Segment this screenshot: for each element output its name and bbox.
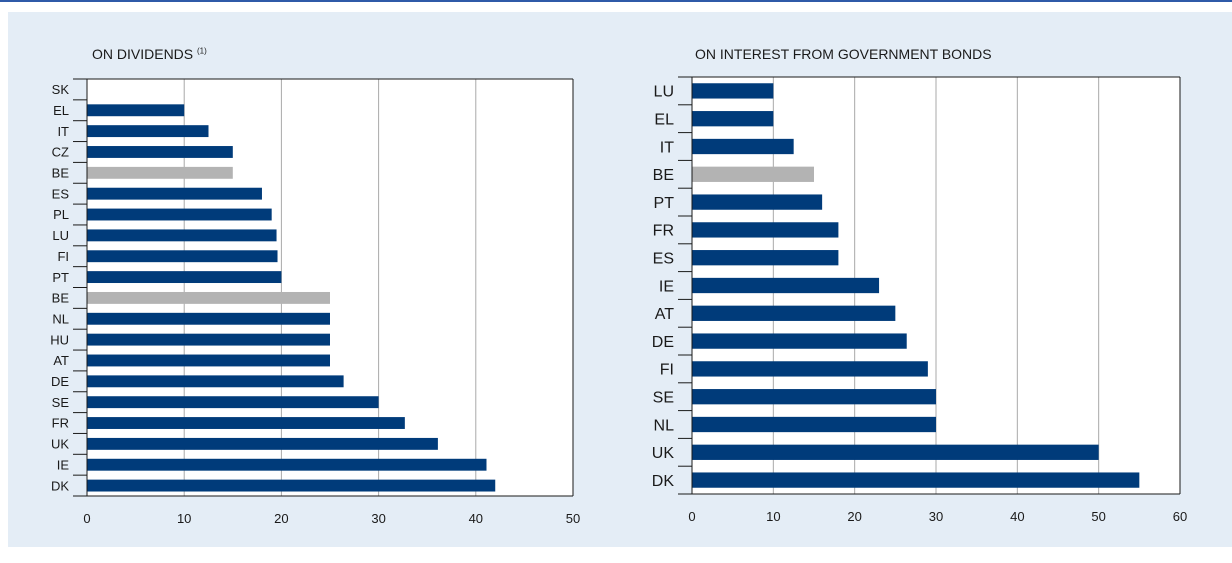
bonds-x-tick-label: 40 bbox=[1010, 509, 1024, 524]
dividends-category-label: DK bbox=[51, 478, 69, 493]
bonds-x-tick-label: 50 bbox=[1091, 509, 1105, 524]
dividends-bar-dk bbox=[87, 479, 496, 492]
dividends-bar-be bbox=[87, 291, 330, 304]
bonds-bar-it bbox=[692, 138, 794, 155]
dividends-category-label: IE bbox=[57, 457, 70, 472]
bonds-x-tick-label: 30 bbox=[929, 509, 943, 524]
bonds-bar-lu bbox=[692, 83, 774, 99]
bonds-category-label: NL bbox=[654, 417, 675, 434]
dividends-bar-de bbox=[87, 375, 344, 388]
dividends-category-label: UK bbox=[51, 437, 69, 452]
dividends-bar-it bbox=[87, 125, 209, 138]
bonds-bar-pt bbox=[692, 194, 823, 210]
dividends-title-text: ON DIVIDENDS bbox=[92, 46, 194, 62]
bonds-bar-el bbox=[692, 111, 774, 127]
dividends-x-tick-label: 50 bbox=[566, 511, 580, 526]
bonds-category-label: FR bbox=[653, 223, 674, 240]
bonds-x-tick-label: 0 bbox=[688, 509, 695, 524]
dividends-category-label: DE bbox=[51, 374, 69, 389]
bonds-category-label: DK bbox=[652, 473, 675, 490]
bonds-bar-dk bbox=[692, 472, 1140, 488]
top-rule bbox=[0, 0, 1232, 2]
dividends-x-tick-label: 30 bbox=[371, 511, 385, 526]
bonds-category-label: IE bbox=[659, 278, 674, 295]
bonds-title-text: ON INTEREST FROM GOVERNMENT BONDS bbox=[695, 46, 992, 62]
bonds-category-label: DE bbox=[652, 334, 674, 351]
dividends-bar-uk bbox=[87, 437, 438, 450]
bonds-category-label: LU bbox=[654, 84, 674, 101]
dividends-bar-pt bbox=[87, 271, 282, 284]
bonds-category-label: AT bbox=[655, 306, 674, 323]
dividends-bar-be bbox=[87, 166, 233, 179]
bonds-category-label: IT bbox=[660, 139, 674, 156]
dividends-category-label: AT bbox=[53, 353, 69, 368]
bonds-bar-se bbox=[692, 389, 936, 405]
dividends-bar-ie bbox=[87, 458, 487, 471]
dividends-category-label: EL bbox=[53, 103, 69, 118]
bonds-category-label: PT bbox=[654, 195, 675, 212]
bonds-bar-fr bbox=[692, 222, 839, 238]
dividends-chart-title: ON DIVIDENDS (1) bbox=[92, 46, 207, 62]
dividends-category-label: BE bbox=[52, 291, 70, 306]
dividends-bar-hu bbox=[87, 333, 330, 346]
bonds-bar-ie bbox=[692, 277, 880, 294]
dividends-bar-pl bbox=[87, 208, 272, 221]
bonds-category-label: SE bbox=[653, 389, 674, 406]
dividends-bar-cz bbox=[87, 146, 233, 158]
dividends-bar-fi bbox=[87, 250, 278, 263]
dividends-bar-es bbox=[87, 187, 262, 200]
dividends-category-label: HU bbox=[50, 332, 69, 347]
bonds-category-label: EL bbox=[654, 111, 674, 128]
dividends-bar-lu bbox=[87, 229, 277, 242]
bonds-category-label: ES bbox=[653, 250, 674, 267]
bonds-bar-uk bbox=[692, 444, 1099, 460]
bonds-category-label: FI bbox=[660, 362, 674, 379]
dividends-category-label: FI bbox=[57, 249, 69, 264]
dividends-bar-se bbox=[87, 396, 379, 409]
dividends-x-tick-label: 20 bbox=[274, 511, 288, 526]
dividends-category-label: NL bbox=[52, 311, 69, 326]
bonds-x-tick-label: 10 bbox=[766, 509, 780, 524]
bonds-chart-title: ON INTEREST FROM GOVERNMENT BONDS bbox=[695, 46, 992, 62]
dividends-category-label: PT bbox=[52, 270, 69, 285]
dividends-category-label: FR bbox=[52, 416, 69, 431]
dividends-category-label: BE bbox=[52, 166, 70, 181]
dividends-category-label: ES bbox=[52, 186, 70, 201]
dividends-category-label: SK bbox=[52, 82, 70, 97]
dividends-bar-at bbox=[87, 354, 330, 367]
bonds-bar-be bbox=[692, 166, 814, 182]
bonds-bar-fi bbox=[692, 361, 928, 377]
bonds-bar-es bbox=[692, 250, 839, 266]
bonds-category-label: BE bbox=[653, 167, 674, 184]
dividends-category-label: LU bbox=[52, 228, 69, 243]
dividends-bar-el bbox=[87, 104, 185, 117]
dividends-x-tick-label: 0 bbox=[83, 511, 90, 526]
bonds-category-label: UK bbox=[652, 445, 675, 462]
bonds-x-tick-label: 20 bbox=[847, 509, 861, 524]
bonds-x-tick-label: 60 bbox=[1173, 509, 1187, 524]
dividends-bar-fr bbox=[87, 417, 405, 429]
bonds-bar-nl bbox=[692, 416, 936, 433]
bonds-bar-at bbox=[692, 305, 896, 321]
dividends-title-note: (1) bbox=[197, 46, 207, 56]
dividends-category-label: SE bbox=[52, 395, 70, 410]
dividends-category-label: CZ bbox=[52, 145, 69, 160]
dividends-category-label: IT bbox=[57, 124, 69, 139]
dividends-x-tick-label: 40 bbox=[469, 511, 483, 526]
dividends-bar-nl bbox=[87, 312, 330, 325]
dividends-x-tick-label: 10 bbox=[177, 511, 191, 526]
bonds-bar-de bbox=[692, 333, 907, 349]
dividends-category-label: PL bbox=[53, 207, 69, 222]
